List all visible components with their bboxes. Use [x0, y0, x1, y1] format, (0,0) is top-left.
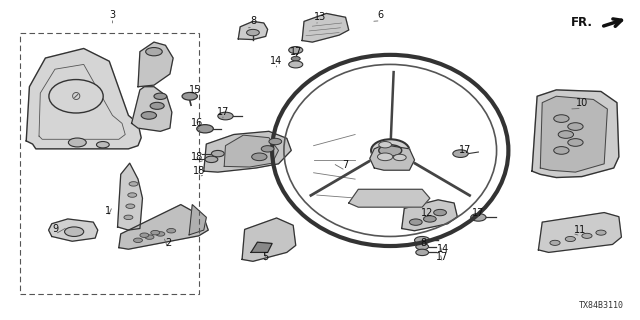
Circle shape — [379, 141, 392, 148]
Circle shape — [558, 131, 573, 138]
Text: 11: 11 — [575, 225, 587, 235]
Circle shape — [453, 150, 468, 157]
Circle shape — [141, 112, 157, 119]
Circle shape — [289, 61, 303, 68]
Circle shape — [378, 153, 393, 161]
Text: 14: 14 — [271, 56, 283, 66]
Circle shape — [182, 92, 197, 100]
Bar — [20, 33, 198, 294]
Polygon shape — [302, 13, 349, 42]
Polygon shape — [540, 96, 607, 172]
Circle shape — [394, 154, 406, 161]
Circle shape — [596, 230, 606, 235]
Text: 3: 3 — [109, 10, 115, 20]
Text: 10: 10 — [576, 98, 588, 108]
Text: 16: 16 — [191, 118, 204, 128]
Circle shape — [246, 29, 259, 36]
Text: 5: 5 — [262, 252, 269, 262]
Circle shape — [134, 238, 143, 243]
Circle shape — [126, 204, 135, 208]
Circle shape — [568, 139, 583, 146]
Circle shape — [65, 227, 84, 236]
Text: FR.: FR. — [572, 17, 593, 29]
Text: 17: 17 — [460, 146, 472, 156]
Circle shape — [252, 153, 267, 161]
Circle shape — [470, 213, 486, 221]
Text: 18: 18 — [191, 152, 204, 162]
Polygon shape — [118, 163, 143, 230]
Circle shape — [154, 93, 167, 100]
Polygon shape — [119, 204, 208, 249]
Polygon shape — [349, 189, 430, 207]
Text: 6: 6 — [378, 10, 384, 20]
Circle shape — [156, 232, 165, 236]
Circle shape — [146, 48, 163, 56]
Circle shape — [410, 219, 422, 225]
Circle shape — [140, 233, 149, 237]
Text: 15: 15 — [189, 85, 202, 95]
Circle shape — [261, 146, 274, 152]
Text: 9: 9 — [52, 223, 58, 234]
Text: 17: 17 — [436, 252, 449, 262]
Text: 8: 8 — [250, 16, 256, 27]
Circle shape — [291, 56, 300, 61]
Circle shape — [124, 215, 133, 220]
Polygon shape — [138, 42, 173, 87]
Polygon shape — [242, 218, 296, 261]
Circle shape — [129, 182, 138, 186]
Text: 18: 18 — [193, 166, 205, 176]
Polygon shape — [132, 87, 172, 131]
Text: ⊘: ⊘ — [71, 90, 81, 103]
Circle shape — [554, 147, 569, 154]
Polygon shape — [532, 90, 619, 178]
Circle shape — [568, 123, 583, 130]
Text: 17: 17 — [289, 47, 302, 57]
Circle shape — [434, 209, 447, 216]
Text: 2: 2 — [165, 238, 171, 248]
Polygon shape — [224, 135, 278, 167]
Circle shape — [128, 193, 137, 197]
Circle shape — [150, 102, 164, 109]
Polygon shape — [251, 242, 272, 252]
Polygon shape — [26, 49, 141, 149]
Text: 7: 7 — [342, 160, 349, 170]
Polygon shape — [49, 219, 98, 241]
Text: 12: 12 — [421, 208, 433, 218]
Text: 17: 17 — [472, 208, 484, 218]
Text: TX84B3110: TX84B3110 — [579, 301, 623, 310]
Circle shape — [211, 150, 224, 157]
Text: 1: 1 — [105, 206, 111, 216]
Text: 8: 8 — [420, 238, 426, 248]
Circle shape — [416, 244, 429, 250]
Text: 17: 17 — [217, 107, 229, 117]
Circle shape — [145, 235, 154, 239]
Circle shape — [196, 124, 213, 133]
Circle shape — [289, 47, 303, 53]
Circle shape — [416, 249, 429, 256]
Circle shape — [582, 233, 592, 238]
Polygon shape — [238, 21, 268, 40]
Circle shape — [151, 230, 160, 235]
Polygon shape — [402, 200, 458, 231]
Polygon shape — [204, 131, 291, 172]
Circle shape — [554, 115, 569, 123]
Polygon shape — [538, 212, 621, 252]
Circle shape — [205, 156, 218, 163]
Polygon shape — [370, 145, 415, 170]
Ellipse shape — [371, 139, 410, 162]
Circle shape — [68, 138, 86, 147]
Circle shape — [550, 240, 560, 245]
Circle shape — [424, 216, 436, 222]
Circle shape — [269, 138, 282, 145]
Text: 13: 13 — [314, 12, 326, 22]
Circle shape — [565, 236, 575, 242]
Text: 14: 14 — [436, 244, 449, 254]
Circle shape — [379, 145, 402, 156]
Ellipse shape — [49, 80, 103, 113]
Circle shape — [97, 141, 109, 148]
Circle shape — [218, 112, 233, 120]
Polygon shape — [189, 204, 206, 235]
Circle shape — [415, 236, 430, 244]
Circle shape — [167, 228, 175, 233]
